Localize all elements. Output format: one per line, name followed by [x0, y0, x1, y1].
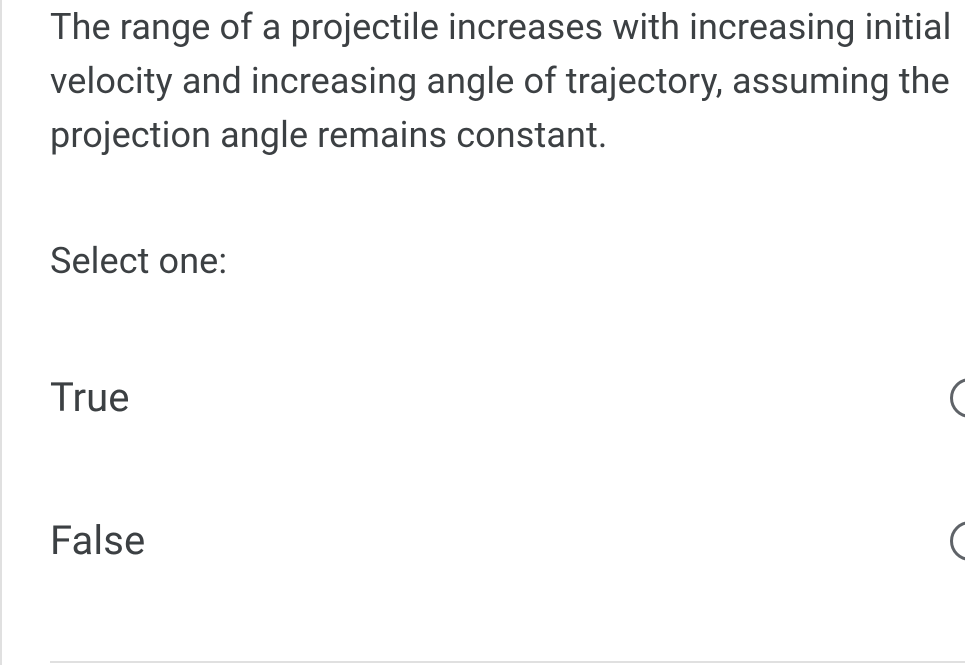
- select-one-prompt: Select one:: [50, 240, 965, 282]
- option-row-true[interactable]: True: [50, 374, 965, 421]
- question-text: The range of a projectile increases with…: [50, 0, 965, 162]
- option-row-false[interactable]: False: [50, 517, 965, 564]
- question-card: The range of a projectile increases with…: [0, 0, 965, 665]
- radio-false[interactable]: [950, 521, 965, 561]
- option-label-true: True: [50, 374, 130, 421]
- bottom-divider: [50, 661, 965, 663]
- option-label-false: False: [50, 517, 145, 564]
- radio-true[interactable]: [950, 378, 965, 418]
